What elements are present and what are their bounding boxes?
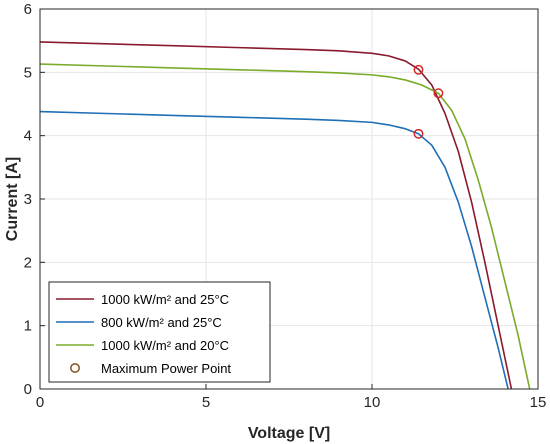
legend-label-2: 1000 kW/m² and 20°C	[101, 338, 229, 353]
y-tick-label: 5	[24, 64, 32, 81]
x-tick-label: 10	[364, 394, 381, 411]
series-group	[39, 41, 531, 390]
legend-label-mpp: Maximum Power Point	[101, 361, 231, 376]
series-line-2	[39, 63, 531, 390]
y-tick-label: 2	[24, 254, 32, 271]
x-axis-title: Voltage [V]	[248, 425, 330, 442]
y-tick-label: 1	[24, 318, 32, 335]
x-tick-label: 15	[530, 394, 547, 411]
series-line-1	[39, 110, 509, 390]
legend: 1000 kW/m² and 25°C 800 kW/m² and 25°C 100…	[48, 281, 271, 383]
mpp-marker-0	[413, 64, 424, 75]
mpp-marker-1	[433, 88, 444, 99]
y-tick-label: 0	[24, 381, 32, 398]
legend-mpp-marker	[70, 362, 81, 373]
legend-label-1: 800 kW/m² and 25°C	[101, 315, 222, 330]
x-tick-label: 5	[202, 394, 210, 411]
mpp-marker-2	[413, 128, 424, 139]
y-tick-label: 4	[24, 128, 32, 145]
series-line-0	[39, 41, 513, 390]
y-axis-title: Current [A]	[4, 157, 21, 241]
legend-label-0: 1000 kW/m² and 25°C	[101, 292, 229, 307]
mpp-markers	[413, 64, 444, 139]
y-tick-label: 6	[24, 1, 32, 18]
y-tick-label: 3	[24, 191, 32, 208]
x-tick-label: 0	[36, 394, 44, 411]
axis-ticks: 0 5 10 15 0 1 2 3 4 5 6	[24, 1, 547, 411]
